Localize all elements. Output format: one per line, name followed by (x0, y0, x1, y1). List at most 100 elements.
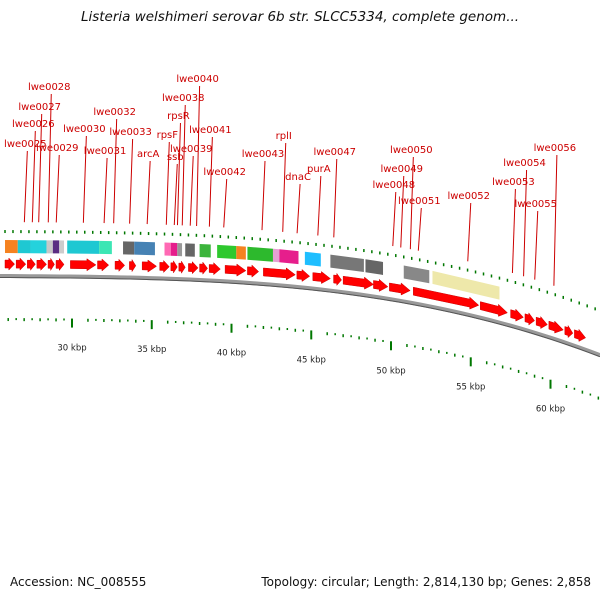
gene-label: rpsR (167, 111, 190, 122)
gene-label: lwe0043 (242, 149, 285, 160)
gene-label: rplI (276, 131, 292, 142)
gene-arrow (480, 301, 508, 317)
gene-label-leader (511, 188, 516, 274)
gene-label-leader (129, 138, 134, 224)
gene-arrow (208, 262, 221, 276)
feature-block (304, 251, 321, 267)
upper-tick-track (4, 230, 596, 311)
gene-label: lwe0038 (162, 93, 205, 104)
gene-arrow (199, 261, 208, 275)
gene-arrow (4, 257, 15, 271)
feature-block (365, 259, 384, 275)
gene-arrow (27, 257, 36, 271)
feature-block (134, 241, 155, 256)
feature-block (217, 244, 237, 260)
gene-arrow (389, 282, 411, 296)
axis-tick-label: 55 kbp (456, 382, 485, 392)
feature-block (199, 243, 211, 258)
gene-label: lwe0055 (514, 199, 557, 210)
gene-label-leader (392, 191, 397, 247)
gene-label: ssb (167, 152, 184, 163)
gene-label: lwe0027 (18, 102, 61, 113)
gene-label: lwe0041 (189, 125, 232, 136)
gene-label: lwe0025 (4, 139, 47, 150)
gene-label: lwe0033 (109, 127, 152, 138)
gene-label-leader (196, 85, 201, 226)
gene-label-leader (176, 122, 181, 226)
accession-text: Accession: NC_008555 (10, 575, 147, 589)
gene-label: lwe0056 (534, 143, 577, 154)
gene-arrow (548, 320, 564, 334)
gene-label: purA (307, 164, 331, 175)
gene-arrow (312, 271, 331, 284)
gene-label-leader (208, 136, 213, 227)
gene-arrow (129, 258, 137, 273)
gene-label-leader (467, 202, 472, 262)
gene-arrow (564, 324, 574, 339)
gene-label-leader (333, 158, 338, 238)
axis-tick-label: 40 kbp (217, 349, 246, 359)
gene-label-leader (165, 141, 170, 225)
gene-label-leader (103, 157, 108, 224)
backbone-edge (0, 277, 600, 358)
gene-arrow (413, 286, 480, 310)
gene-arrow (524, 312, 535, 326)
feature-block (59, 240, 65, 254)
gene-label: lwe0049 (380, 164, 423, 175)
feature-block (330, 254, 364, 273)
gene-label: lwe0032 (93, 107, 136, 118)
gene-label: lwe0029 (36, 143, 79, 154)
gene-arrow (159, 259, 170, 274)
gene-arrow (178, 260, 186, 275)
gene-label-layer: lwe0025 lwe0026 lwe0027 lwe0028 lwe0029 lwe00… (4, 74, 576, 286)
feature-block (46, 240, 53, 254)
gene-label: lwe0053 (492, 177, 535, 188)
gene-arrow (224, 263, 247, 277)
gene-label-leader (400, 175, 405, 248)
feature-block (17, 240, 31, 254)
gene-label: lwe0047 (313, 147, 356, 158)
gene-label: lwe0031 (84, 146, 127, 157)
feature-block (52, 240, 60, 254)
gene-label: lwe0051 (398, 196, 441, 207)
backbone-line (0, 274, 600, 358)
gene-arrow (114, 258, 125, 272)
genome-backbone (0, 274, 600, 358)
gene-arrow (296, 268, 311, 282)
gene-arrow (574, 328, 586, 342)
feature-color-track (5, 240, 500, 300)
gene-label: lwe0040 (176, 74, 219, 85)
gene-arrow (70, 258, 97, 272)
feature-block (30, 240, 47, 254)
gene-label: lwe0042 (203, 167, 246, 178)
gene-label-leader (47, 93, 52, 223)
feature-block (432, 270, 500, 300)
gene-label-leader (23, 150, 28, 223)
gene-arrow (263, 267, 296, 281)
axis-tick-label: 35 kbp (137, 345, 166, 355)
gene-arrow (373, 278, 389, 292)
gene-label-leader (181, 104, 186, 226)
gene-label: rpsF (157, 130, 179, 141)
gene-label: lwe0050 (390, 145, 433, 156)
gene-arrow (47, 257, 55, 272)
gene-arrow (510, 308, 524, 322)
gene-label-leader (38, 113, 43, 223)
gene-arrow (170, 259, 178, 274)
gene-arrow (247, 264, 259, 278)
axis-tick-label: 45 kbp (297, 355, 326, 365)
gene-arrow (333, 272, 342, 287)
gene-label-leader (82, 135, 87, 223)
gene-label-leader (55, 154, 60, 223)
gene-label-leader (282, 142, 287, 232)
gene-label-leader (31, 130, 36, 223)
gene-label-leader (417, 207, 422, 251)
feature-block (164, 242, 171, 256)
feature-block (247, 246, 273, 262)
feature-block (177, 243, 183, 257)
gene-label-leader (113, 118, 118, 224)
gene-arrow (188, 260, 199, 275)
gene-arrow (141, 259, 157, 273)
gene-label-leader (296, 183, 301, 234)
